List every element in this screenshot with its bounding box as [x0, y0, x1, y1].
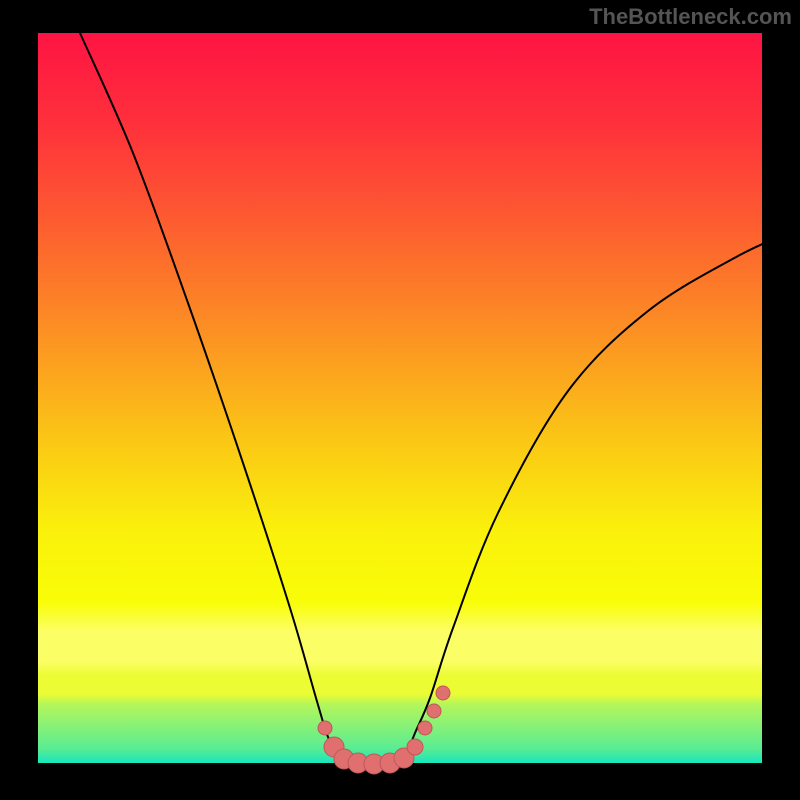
- watermark-text: TheBottleneck.com: [589, 4, 792, 30]
- marker-point: [318, 721, 332, 735]
- marker-point: [418, 721, 432, 735]
- bottleneck-chart: [0, 0, 800, 800]
- plot-background: [38, 33, 762, 763]
- marker-point: [427, 704, 441, 718]
- marker-point: [407, 739, 423, 755]
- marker-point: [436, 686, 450, 700]
- chart-root: TheBottleneck.com: [0, 0, 800, 800]
